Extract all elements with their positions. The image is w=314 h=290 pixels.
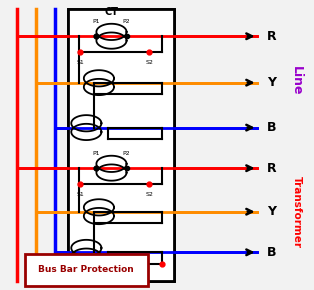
Bar	[68, 9, 174, 281]
Text: CT: CT	[105, 7, 118, 17]
Text: S1: S1	[76, 192, 84, 197]
Text: Bus Bar Protection: Bus Bar Protection	[39, 265, 134, 274]
Bar	[68, 9, 174, 281]
Bar	[68, 9, 174, 281]
Text: P2: P2	[123, 151, 130, 156]
Text: R: R	[267, 162, 277, 175]
Text: Line: Line	[290, 66, 303, 96]
Text: P1: P1	[93, 151, 100, 156]
Text: S2: S2	[145, 60, 153, 65]
Bar	[25, 254, 148, 286]
Text: S2: S2	[145, 192, 153, 197]
Text: R: R	[267, 30, 277, 43]
Text: B: B	[267, 121, 276, 134]
Text: S1: S1	[76, 60, 84, 65]
Text: Y: Y	[267, 76, 276, 89]
Text: Y: Y	[267, 205, 276, 218]
Text: P2: P2	[123, 19, 130, 24]
Text: Transformer: Transformer	[292, 176, 302, 248]
Text: B: B	[267, 246, 276, 259]
Text: P1: P1	[93, 19, 100, 24]
